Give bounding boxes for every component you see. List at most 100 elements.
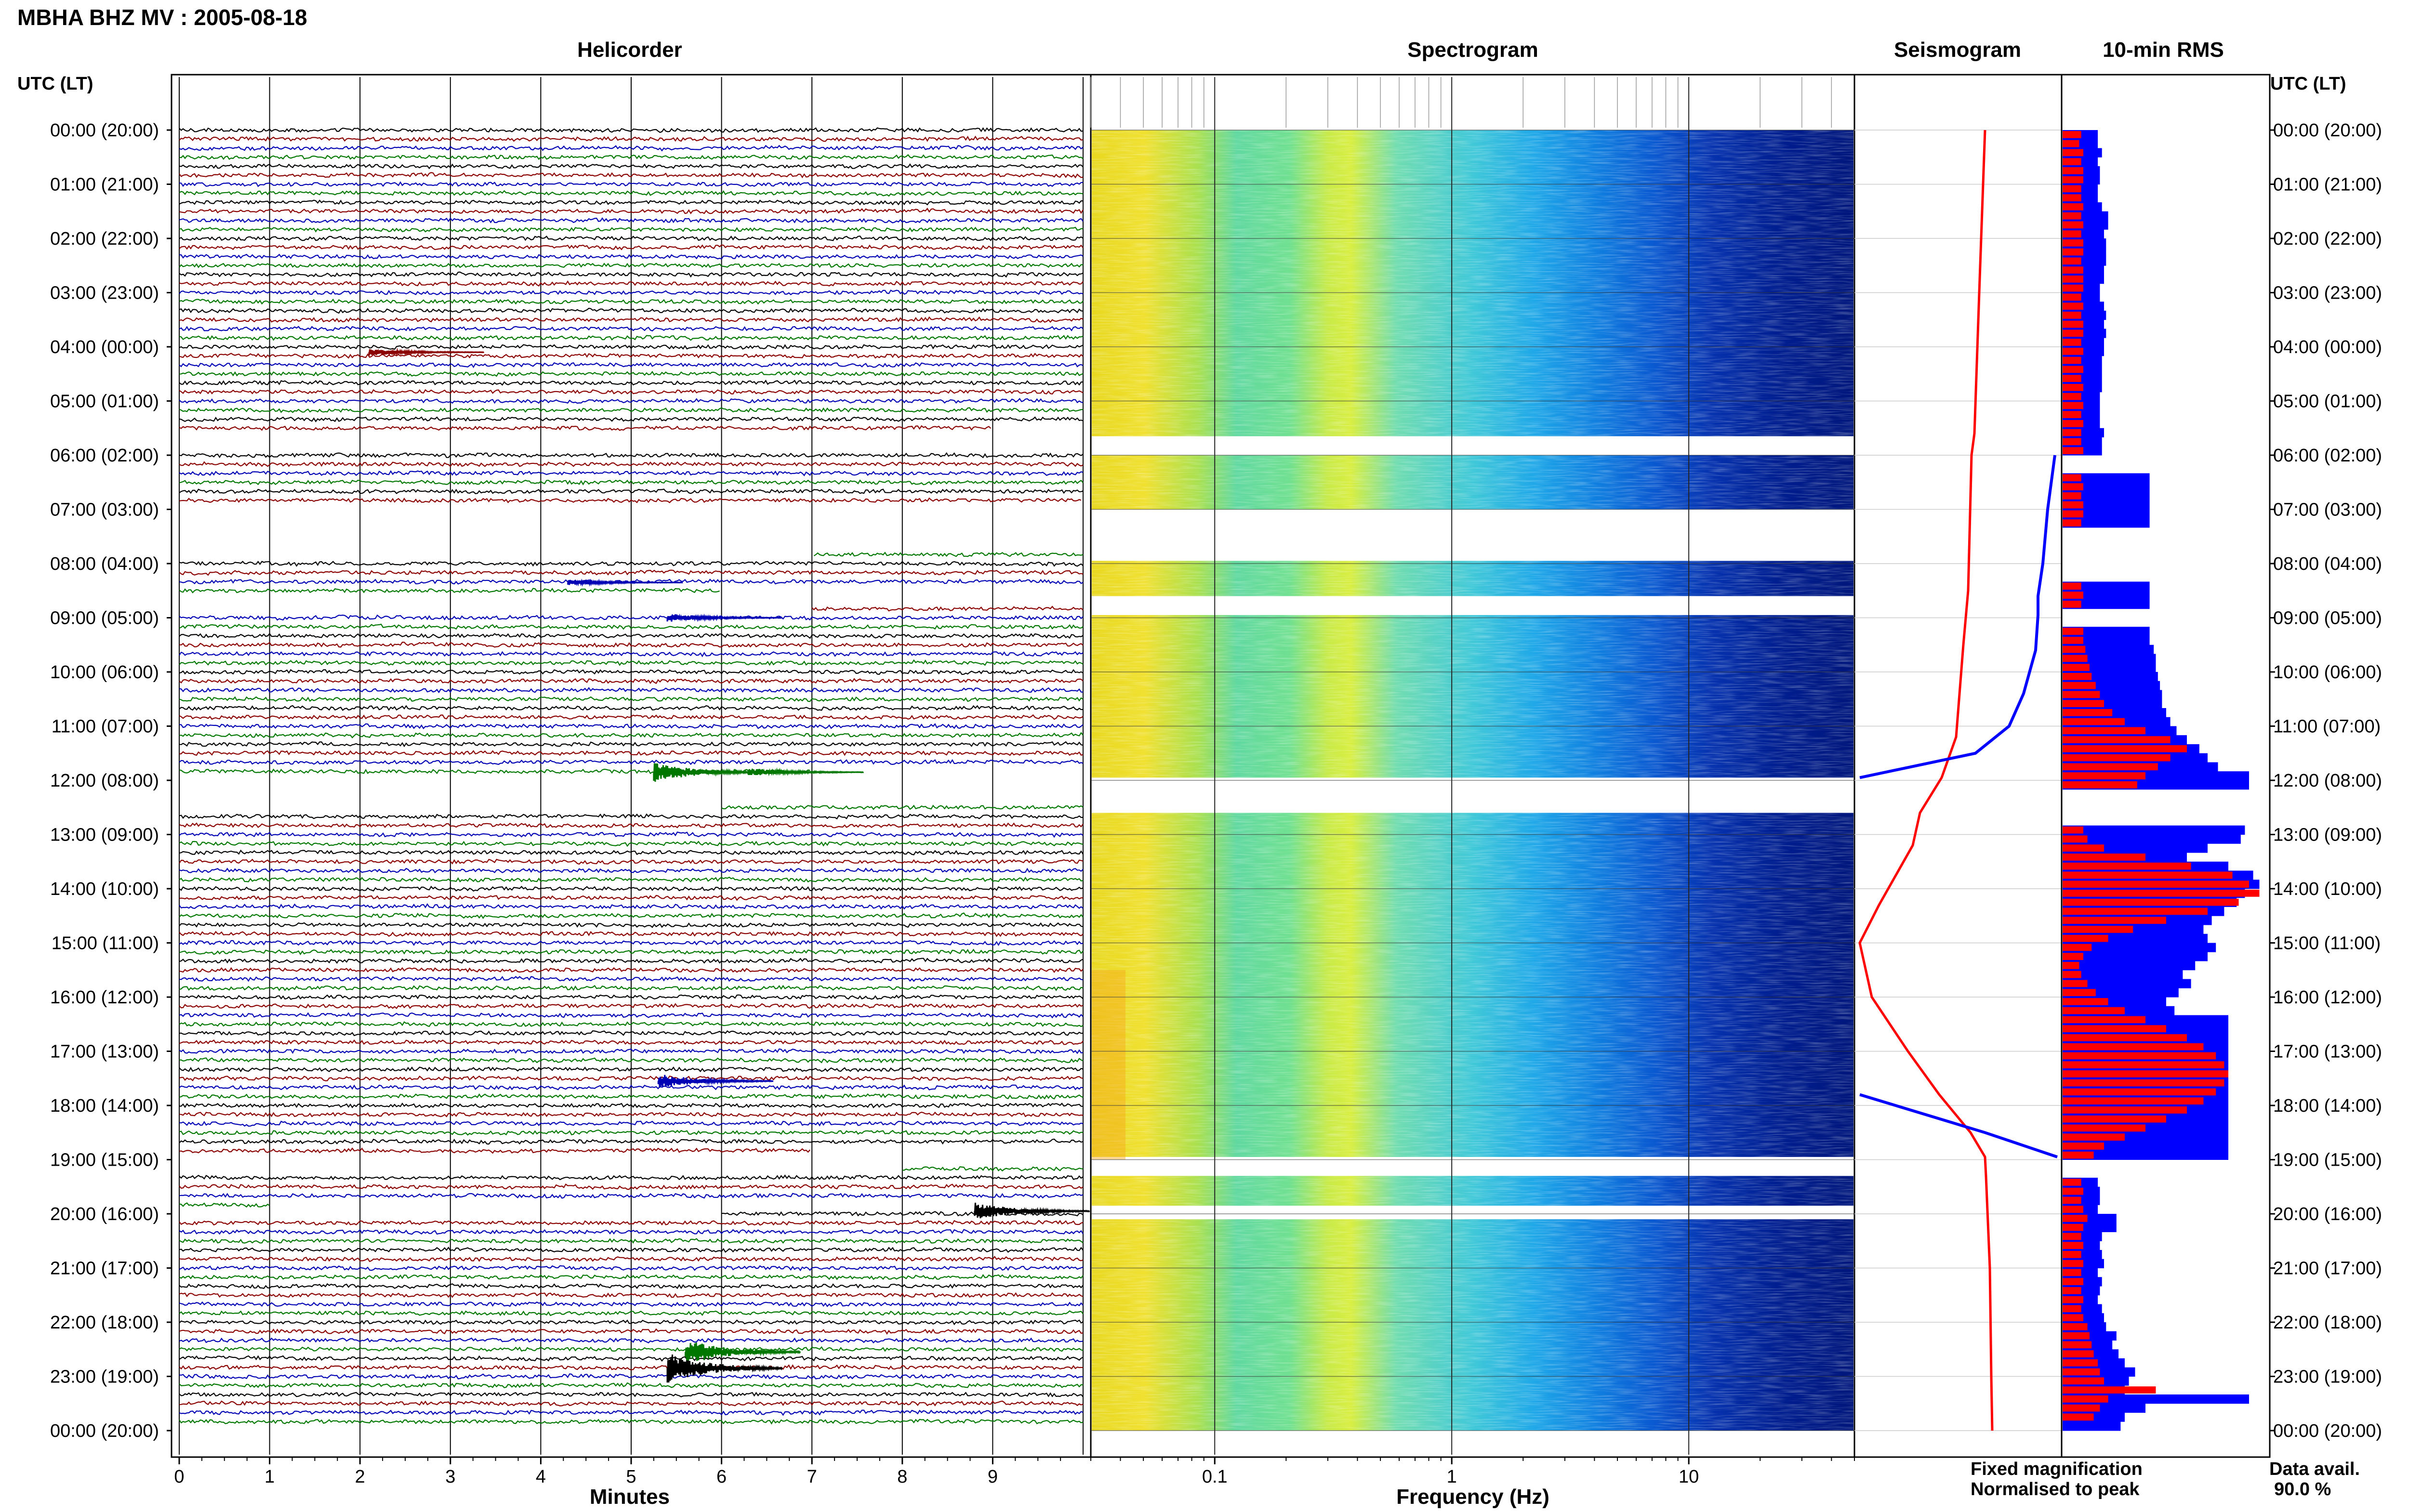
time-label-right: 03:00 (23:00): [2273, 283, 2382, 303]
rms-normalised-bar: [2063, 339, 2081, 346]
rms-normalised-bar: [2063, 745, 2187, 752]
rms-normalised-bar: [2063, 727, 2145, 735]
time-label-left: 13:00 (09:00): [50, 825, 159, 845]
frequency-axis: 0.1 1 10: [1091, 1457, 1854, 1487]
rms-normalised-bar: [2063, 519, 2081, 526]
rms-normalised-bar: [2063, 908, 2208, 915]
time-label-left: 06:00 (02:00): [50, 446, 159, 466]
time-label-left: 02:00 (22:00): [50, 229, 159, 249]
rms-normalised-bar: [2063, 258, 2081, 265]
rms-normalised-bar: [2063, 1179, 2081, 1186]
rms-normalised-bar: [2063, 1116, 2166, 1123]
rms-normalised-bar: [2063, 1106, 2187, 1114]
frequency-tick-label: 10: [1679, 1467, 1699, 1487]
rms-normalised-bar: [2063, 709, 2112, 716]
figure-title: MBHA BHZ MV : 2005-08-18: [17, 5, 307, 30]
rms-normalised-bar: [2063, 302, 2083, 310]
rms-fixed-bar: [2063, 835, 2241, 844]
time-label-left: 05:00 (01:00): [50, 392, 159, 412]
rms-normalised-bar: [2063, 212, 2081, 220]
time-label-right: 17:00 (13:00): [2273, 1042, 2382, 1062]
rms-normalised-bar: [2063, 492, 2081, 500]
rms-normalised-bar: [2063, 1405, 2100, 1412]
time-label-right: 12:00 (08:00): [2273, 771, 2382, 791]
rms-normalised-bar: [2063, 926, 2133, 933]
rms-normalised-bar: [2063, 1133, 2125, 1141]
seismogram-panel: [1854, 75, 2062, 1457]
spectrogram-panel: [1091, 75, 1854, 1457]
minute-tick-label: 1: [265, 1467, 275, 1487]
time-label-left: 23:00 (19:00): [50, 1367, 159, 1387]
rms-normalised-bar: [2063, 276, 2083, 283]
rms-normalised-bar: [2063, 664, 2090, 671]
right-axis-label: UTC (LT): [2270, 74, 2346, 94]
rms-normalised-bar: [2063, 899, 2239, 906]
time-label-left: 03:00 (23:00): [50, 283, 159, 303]
rms-normalised-bar: [2063, 375, 2081, 382]
rms-normalised-bar: [2063, 763, 2158, 771]
rms-normalised-bar: [2063, 1368, 2100, 1376]
time-labels-right: 00:00 (20:00) 01:00 (21:00) 02:00 (22:00) 0…: [2270, 120, 2382, 1441]
rms-normalised-bar: [2063, 1242, 2083, 1249]
rms-normalised-bar: [2063, 953, 2083, 960]
minute-tick-label: 5: [626, 1467, 636, 1487]
time-label-left: 19:00 (15:00): [50, 1150, 159, 1170]
time-label-right: 20:00 (16:00): [2273, 1204, 2382, 1224]
rms-normalised-bar: [2063, 844, 2104, 852]
rms-normalised-bar: [2063, 998, 2108, 1005]
rms-normalised-bar: [2063, 836, 2088, 843]
rms-normalised-bar: [2063, 1152, 2094, 1159]
rms-normalised-bar: [2063, 1125, 2145, 1132]
minutes-axis-title: Minutes: [590, 1485, 670, 1509]
time-label-right: 10:00 (06:00): [2273, 662, 2382, 683]
rms-normalised-bar: [2063, 1287, 2081, 1294]
rms-fixed-bar: [2063, 961, 2195, 970]
rms-normalised-bar: [2063, 511, 2083, 518]
frequency-axis-title: Frequency (Hz): [1396, 1485, 1549, 1509]
rms-normalised-bar: [2063, 1278, 2083, 1285]
rms-normalised-bar: [2063, 890, 2260, 897]
rms-normalised-bar: [2063, 149, 2083, 157]
time-labels-left: 00:00 (20:00)01:00 (21:00)02:00 (22:00)0…: [50, 120, 172, 1441]
rms-panel: [2062, 75, 2270, 1457]
rms-normalised-bar: [2063, 1269, 2081, 1276]
helicorder-title: Helicorder: [577, 38, 682, 62]
rms-normalised-bar: [2063, 384, 2083, 391]
rms-normalised-bar: [2063, 682, 2096, 689]
rms-normalised-bar: [2063, 1206, 2083, 1213]
rms-normalised-bar: [2063, 1350, 2094, 1357]
rms-normalised-bar: [2063, 673, 2091, 680]
rms-normalised-bar: [2063, 863, 2191, 870]
rms-normalised-bar: [2063, 266, 2083, 274]
time-label-right: 11:00 (07:00): [2273, 717, 2381, 737]
rms-normalised-bar: [2063, 1395, 2108, 1403]
rms-normalised-bar: [2063, 989, 2096, 996]
rms-normalised-bar: [2063, 1305, 2081, 1313]
time-label-left: 10:00 (06:00): [50, 662, 159, 683]
time-label-right: 09:00 (05:00): [2273, 608, 2382, 629]
rms-normalised-bar: [2063, 1007, 2125, 1014]
time-label-left: 01:00 (21:00): [50, 175, 159, 195]
rms-normalised-bar: [2063, 1359, 2098, 1367]
frequency-tick-label: 1: [1447, 1467, 1457, 1487]
rms-normalised-bar: [2063, 249, 2083, 256]
rms-normalised-bar: [2063, 1414, 2094, 1421]
rms-normalised-bar: [2063, 474, 2081, 482]
rms-normalised-bar: [2063, 1034, 2187, 1041]
rms-normalised-bar: [2063, 501, 2083, 509]
rms-normalised-bar: [2063, 1332, 2090, 1340]
rms-normalised-bar: [2063, 781, 2137, 789]
time-label-right: 14:00 (10:00): [2273, 879, 2382, 899]
rms-fixed-bar: [2063, 826, 2245, 835]
rms-normalised-bar: [2063, 772, 2145, 779]
time-label-right: 06:00 (02:00): [2273, 446, 2382, 466]
rms-normalised-bar: [2063, 1386, 2156, 1394]
time-label-right: 02:00 (22:00): [2273, 229, 2382, 249]
rms-normalised-bar: [2063, 980, 2088, 987]
rms-normalised-bar: [2063, 1224, 2083, 1231]
rms-normalised-bar: [2063, 646, 2085, 653]
rms-normalised-bar: [2063, 285, 2083, 292]
minute-tick-label: 7: [807, 1467, 817, 1487]
time-label-left: 12:00 (08:00): [50, 771, 159, 791]
time-label-left: 20:00 (16:00): [50, 1204, 159, 1224]
